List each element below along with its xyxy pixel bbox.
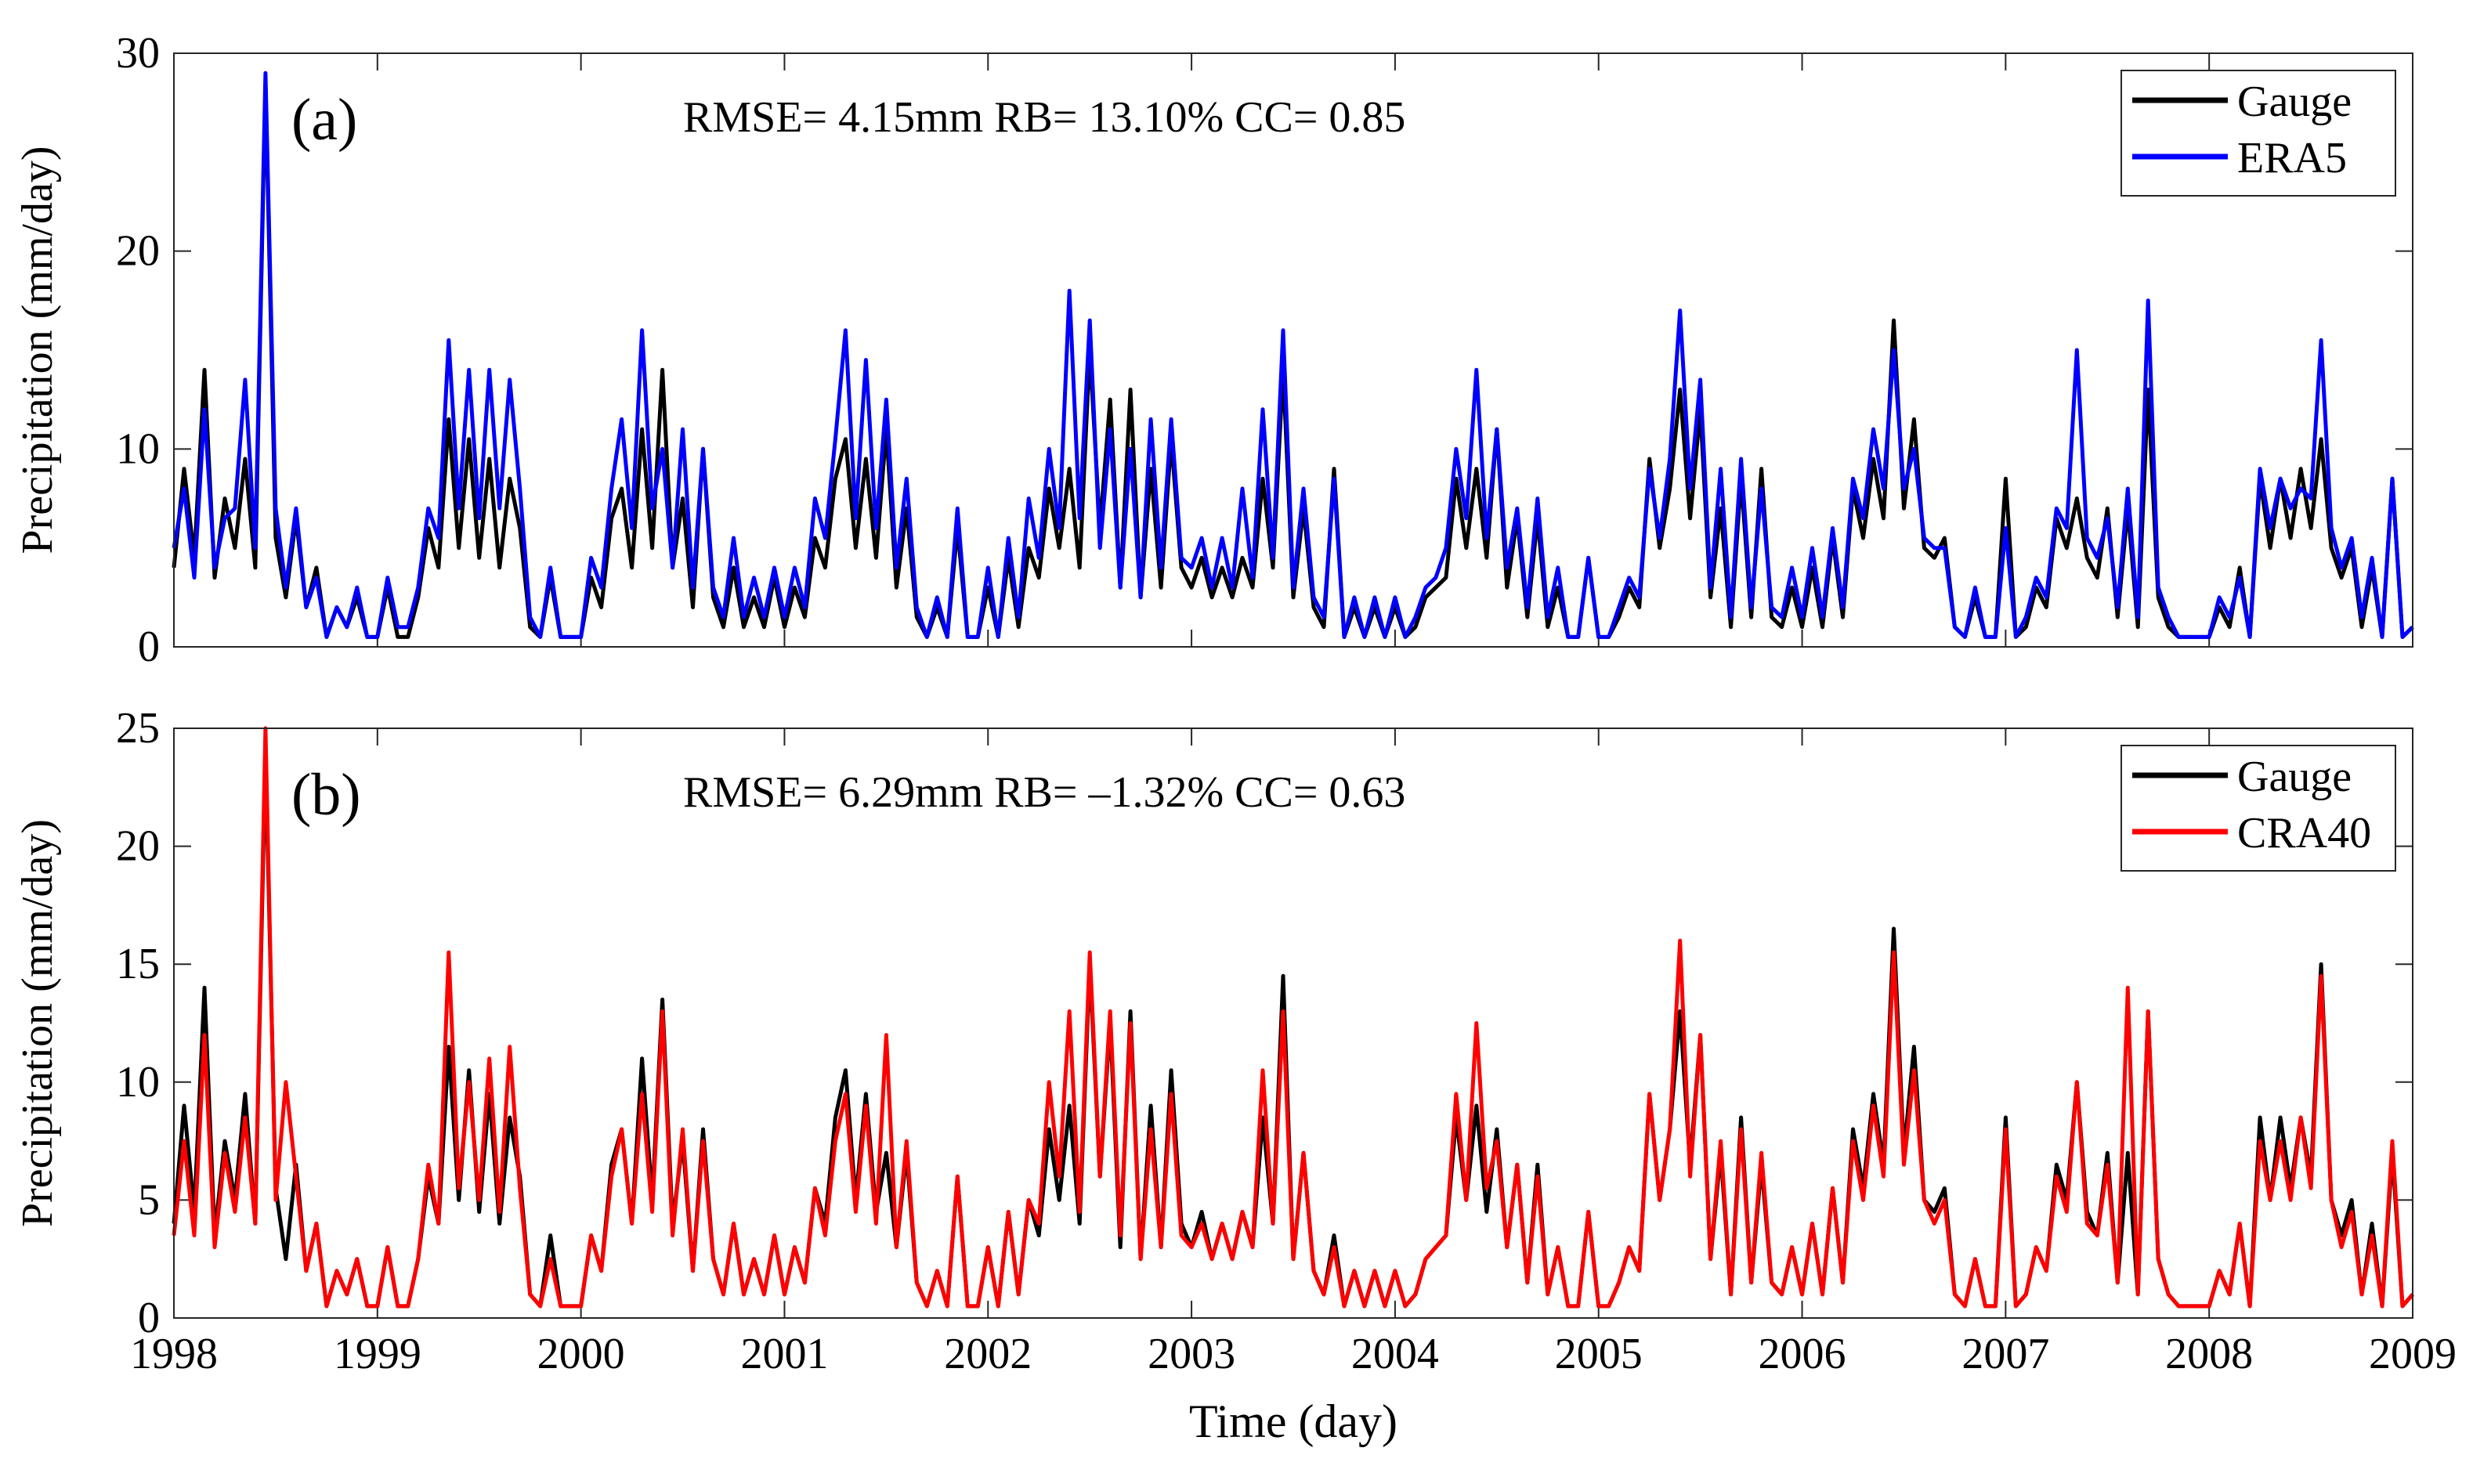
panel-b-frame — [173, 728, 2413, 1319]
panel-b-series-lines — [172, 726, 2414, 1309]
x-tick-label: 2008 — [2165, 1330, 2253, 1378]
y-tick-label: 20 — [116, 227, 160, 276]
y-tick-label: 0 — [138, 623, 160, 671]
x-tick-label: 2009 — [2369, 1330, 2457, 1378]
panel-a-y-tick-labels: 0 10 20 30 — [116, 29, 160, 671]
panel-b-legend-box — [2120, 745, 2396, 872]
y-tick-label: 30 — [116, 29, 160, 78]
legend-label-gauge: Gauge — [2237, 78, 2352, 126]
panel-b-legend[interactable]: Gauge CRA40 — [2120, 745, 2396, 872]
series-line-era5 — [172, 70, 2414, 639]
y-tick-label: 5 — [138, 1175, 160, 1224]
x-axis-label: Time (day) — [1189, 1396, 1397, 1447]
panel-a-legend-box — [2120, 70, 2396, 197]
panel-b-y-tick-labels: 0 5 10 15 20 25 — [116, 704, 160, 1342]
x-tick-label: 2001 — [740, 1330, 828, 1378]
x-tick-label: 2007 — [1961, 1330, 2049, 1378]
panel-a-legend[interactable]: Gauge ERA5 — [2120, 70, 2396, 197]
x-tick-label: 2004 — [1351, 1330, 1439, 1378]
x-tick-label: 1999 — [334, 1330, 421, 1378]
y-tick-label: 20 — [116, 822, 160, 871]
panel-a-label: (a) — [291, 87, 357, 153]
x-tick-label: 2000 — [537, 1330, 625, 1378]
panel-b-label: (b) — [291, 762, 361, 828]
panel-a-y-axis-label: Precipitation (mm/day) — [13, 146, 62, 554]
legend-label-cra40: CRA40 — [2237, 809, 2371, 858]
x-tick-label: 2003 — [1148, 1330, 1235, 1378]
y-tick-label: 10 — [116, 424, 160, 473]
x-tick-label: 2005 — [1555, 1330, 1643, 1378]
y-tick-label: 10 — [116, 1058, 160, 1107]
x-tick-label: 2006 — [1759, 1330, 1846, 1378]
x-tick-label: 1998 — [130, 1330, 218, 1378]
panel-b-metrics: RMSE= 6.29mm RB= –1.32% CC= 0.63 — [683, 768, 1405, 817]
panel-a: 0 10 20 30 (a) RMSE= 4.15mm RB= 13.10% CC= … — [13, 29, 2414, 671]
panel-a-metrics: RMSE= 4.15mm RB= 13.10% CC= 0.85 — [683, 93, 1405, 142]
series-line-cra40 — [172, 726, 2414, 1309]
legend-label-era5: ERA5 — [2237, 134, 2347, 182]
panel-a-series-lines — [172, 70, 2414, 639]
y-tick-label: 0 — [138, 1294, 160, 1342]
x-tick-label: 2002 — [944, 1330, 1032, 1378]
panel-a-frame — [173, 52, 2413, 648]
y-tick-label: 25 — [116, 704, 160, 753]
y-tick-label: 15 — [116, 940, 160, 988]
panel-b-x-tick-labels: 1998 1999 2000 2001 2002 2003 2004 2005 2006 2007… — [130, 1330, 2457, 1378]
legend-label-gauge: Gauge — [2237, 753, 2352, 801]
panel-b: 0 5 10 15 20 25 1998 1999 2000 2001 2002 2003 2004 2… — [13, 704, 2457, 1447]
panel-b-y-axis-label: Precipitation (mm/day) — [13, 819, 62, 1227]
